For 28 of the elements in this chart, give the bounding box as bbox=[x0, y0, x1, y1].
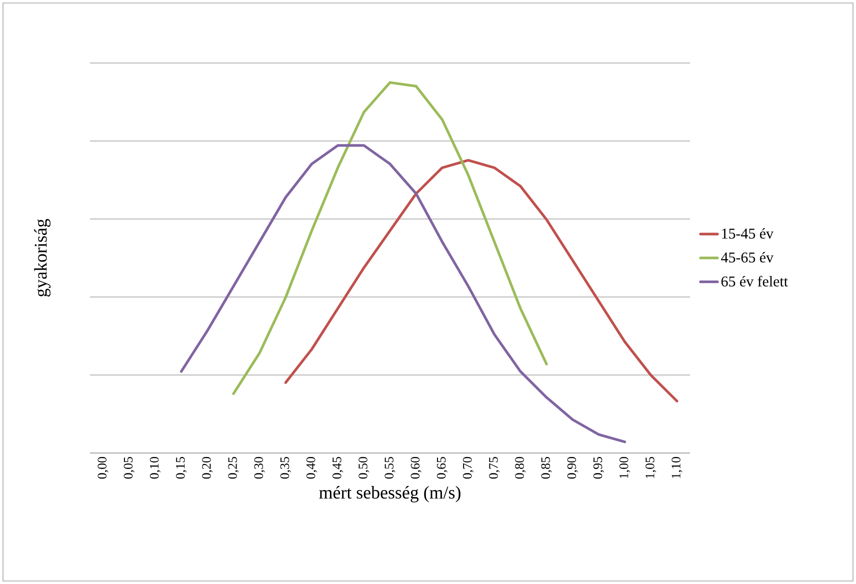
x-tick-label: 0,75 bbox=[489, 457, 500, 479]
x-tick-label: 0,50 bbox=[358, 456, 370, 479]
x-tick-label: 1,05 bbox=[646, 457, 656, 478]
x-tick-label: 0,15 bbox=[176, 457, 187, 479]
x-tick-label: 1,10 bbox=[672, 456, 682, 478]
x-tick-label: 0,80 bbox=[515, 456, 526, 479]
legend-label: 15-45 év bbox=[722, 228, 774, 239]
x-tick-label: 0,40 bbox=[306, 456, 318, 479]
x-tick-label: 0,65 bbox=[436, 457, 448, 479]
x-tick-label: 1,00 bbox=[619, 456, 630, 478]
x-tick-label: 0,25 bbox=[228, 457, 239, 479]
x-tick-label: 0,60 bbox=[410, 456, 422, 479]
x-tick-label: 0,20 bbox=[202, 456, 213, 479]
x-tick-label: 0,85 bbox=[541, 457, 552, 479]
x-tick-label: 0,00 bbox=[98, 456, 108, 479]
legend-label: 45-65 év bbox=[721, 252, 774, 263]
x-tick-label: 0,55 bbox=[384, 457, 396, 479]
x-tick-label: 0,35 bbox=[280, 457, 291, 479]
x-axis-title: mért sebesség (m/s) bbox=[319, 486, 460, 502]
x-tick-label: 0,90 bbox=[567, 456, 578, 479]
x-tick-label: 0,05 bbox=[124, 457, 134, 479]
x-tick-label: 0,10 bbox=[150, 456, 161, 479]
x-tick-label: 0,95 bbox=[593, 457, 604, 479]
x-tick-label: 0,30 bbox=[254, 456, 265, 479]
x-tick-label: 0,45 bbox=[332, 457, 344, 479]
y-axis-title: gyakoriság bbox=[34, 218, 50, 297]
legend-label: 65 év felett bbox=[721, 276, 788, 287]
x-tick-label: 0,70 bbox=[462, 456, 474, 479]
